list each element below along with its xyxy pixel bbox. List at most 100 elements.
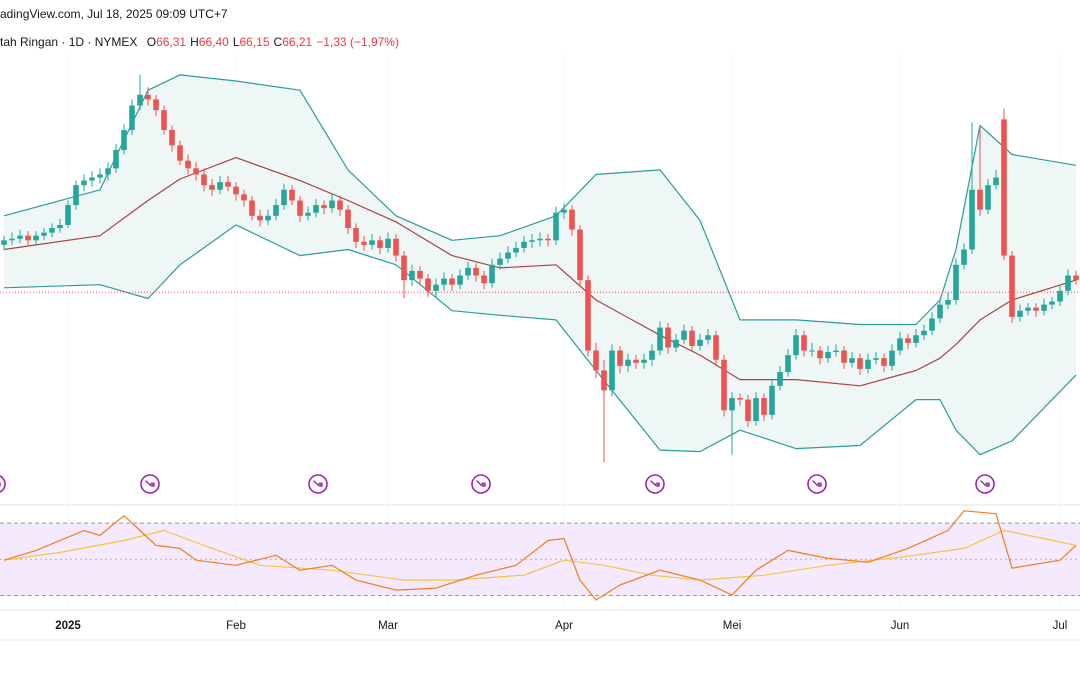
- candle-body: [921, 330, 927, 336]
- header-source: adingView.com, Jul 18, 2025 09:09 UTC+7: [0, 7, 228, 21]
- candle-body: [249, 200, 255, 216]
- candle-body: [433, 284, 439, 291]
- candle-body: [137, 94, 143, 106]
- event-icon-circle: [308, 474, 328, 494]
- candle-body: [721, 359, 727, 411]
- candle-body: [873, 358, 879, 360]
- event-icon-arrow: [313, 480, 323, 487]
- candle-body: [473, 267, 479, 276]
- x-tick-label: Mei: [723, 620, 742, 632]
- candle-body: [897, 338, 903, 351]
- candle-body: [177, 145, 183, 161]
- candle-body: [265, 215, 271, 221]
- rsi-line: [3, 510, 1077, 601]
- candle-body: [681, 330, 687, 340]
- candle-body: [761, 398, 767, 415]
- candle-body: [537, 238, 543, 241]
- candle-body: [657, 327, 663, 351]
- candle-body: [889, 350, 895, 366]
- legend-value: 66,40: [199, 35, 229, 49]
- candle-body: [513, 247, 519, 253]
- candle-body: [1025, 307, 1031, 311]
- candle-body: [849, 358, 855, 363]
- candle-body: [1033, 307, 1039, 311]
- candle-body: [801, 335, 807, 351]
- candle-body: [97, 174, 103, 178]
- candle-body: [17, 235, 23, 239]
- candle-body: [841, 350, 847, 363]
- x-tick-label: 2025: [55, 620, 81, 632]
- candle-body: [689, 330, 695, 346]
- candle-body: [705, 335, 711, 340]
- x-tick-label: Apr: [555, 620, 573, 632]
- candle-body: [417, 270, 423, 279]
- legend-key: O: [147, 35, 156, 49]
- candle-body: [753, 398, 759, 421]
- candle-body: [25, 235, 31, 241]
- candle-body: [209, 185, 215, 190]
- candle-body: [1001, 119, 1007, 256]
- candle-body: [321, 205, 327, 209]
- candle-body: [297, 200, 303, 216]
- candle-body: [337, 200, 343, 210]
- event-icon: [0, 475, 6, 493]
- event-icon-circle: [140, 474, 160, 494]
- candle-body: [257, 215, 263, 221]
- candle-body: [393, 238, 399, 256]
- candle-body: [369, 240, 375, 245]
- candle-body: [289, 189, 295, 201]
- x-tick-label: Jun: [891, 620, 910, 632]
- candle-body: [1009, 255, 1015, 317]
- candle-body: [1, 240, 7, 245]
- candle-body: [345, 209, 351, 229]
- candle-body: [1057, 290, 1063, 302]
- x-tick-label: Feb: [226, 620, 246, 632]
- candle-body: [241, 194, 247, 201]
- candle-body: [737, 398, 743, 400]
- candle-body: [881, 358, 887, 366]
- candle-body: [593, 350, 599, 371]
- candle-body: [505, 252, 511, 259]
- candle-body: [617, 350, 623, 366]
- candle-body: [425, 278, 431, 291]
- candle-body: [489, 264, 495, 284]
- x-tick-label: Mar: [378, 620, 398, 632]
- candle-body: [601, 370, 607, 391]
- candle-body: [577, 229, 583, 281]
- event-icon: [645, 474, 665, 494]
- candle-body: [281, 189, 287, 206]
- candle-body: [185, 160, 191, 169]
- candle-body: [649, 350, 655, 360]
- event-icon-circle: [645, 474, 665, 494]
- candle-body: [945, 300, 951, 305]
- candle-body: [105, 168, 111, 175]
- event-icon: [308, 474, 328, 494]
- candle-body: [977, 189, 983, 210]
- legend-value: 66,21: [282, 35, 312, 49]
- candle-body: [729, 398, 735, 411]
- legend-value: 66,31: [156, 35, 186, 49]
- candle-body: [233, 186, 239, 195]
- candle-body: [985, 185, 991, 210]
- candle-body: [377, 240, 383, 248]
- candle-body: [81, 180, 87, 186]
- candle-body: [385, 238, 391, 248]
- candle-body: [633, 359, 639, 363]
- candle-body: [777, 371, 783, 386]
- candle-body: [201, 174, 207, 186]
- candle-body: [33, 235, 39, 241]
- candle-body: [665, 327, 671, 348]
- candle-body: [993, 177, 999, 186]
- band-upper: [3, 74, 1077, 326]
- candle-body: [529, 240, 535, 242]
- candle-body: [441, 278, 447, 285]
- event-icon-arrow: [476, 480, 486, 487]
- event-icon-arrow: [650, 480, 660, 487]
- candle-body: [41, 232, 47, 236]
- rsi-ma-line: [3, 529, 1077, 581]
- candle-body: [193, 168, 199, 175]
- candle-body: [905, 338, 911, 343]
- candle-body: [449, 278, 455, 285]
- candle-body: [217, 182, 223, 190]
